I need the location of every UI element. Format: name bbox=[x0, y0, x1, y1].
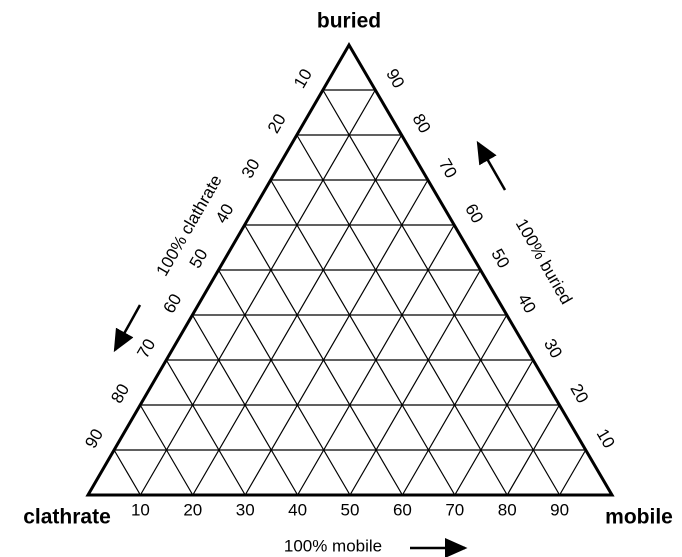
tick-label: 70 bbox=[445, 500, 464, 519]
tick-label: 30 bbox=[236, 500, 255, 519]
grid-line bbox=[401, 314, 508, 496]
axis-title-bottom: 100% mobile bbox=[284, 536, 382, 555]
tick-label: 40 bbox=[288, 500, 307, 519]
grid-line bbox=[506, 404, 560, 496]
tick-label: 10 bbox=[593, 426, 619, 452]
tick-label: 90 bbox=[550, 500, 569, 519]
tick-label: 90 bbox=[81, 426, 107, 452]
tick-label: 70 bbox=[133, 336, 159, 362]
tick-label: 10 bbox=[131, 500, 150, 519]
tick-label: 10 bbox=[290, 66, 316, 92]
vertex-right: mobile bbox=[605, 506, 673, 529]
grid-line bbox=[559, 449, 587, 496]
grid-line bbox=[217, 269, 351, 496]
grid-line bbox=[454, 359, 534, 496]
tick-label: 20 bbox=[566, 381, 592, 407]
grid-line bbox=[297, 224, 455, 496]
grid-line bbox=[192, 134, 403, 496]
tick-label: 60 bbox=[160, 291, 186, 317]
tick-label: 50 bbox=[487, 246, 513, 272]
tick-label: 50 bbox=[341, 500, 360, 519]
tick-label: 60 bbox=[461, 201, 487, 227]
tick-label: 80 bbox=[498, 500, 517, 519]
tick-label: 40 bbox=[212, 201, 238, 227]
tick-label: 20 bbox=[264, 111, 290, 137]
grid-line bbox=[322, 89, 561, 496]
vertex-left: clathrate bbox=[23, 506, 111, 529]
tick-label: 20 bbox=[183, 500, 202, 519]
grid-line bbox=[113, 449, 141, 496]
tick-label: 30 bbox=[238, 156, 264, 182]
tick-label: 80 bbox=[107, 381, 133, 407]
tick-label: 60 bbox=[393, 500, 412, 519]
arrow bbox=[476, 140, 507, 191]
tick-label: 40 bbox=[514, 291, 540, 317]
vertex-top: buried bbox=[317, 10, 381, 33]
grid-line bbox=[139, 89, 376, 496]
axis-title-right: 100% buried bbox=[512, 215, 576, 307]
tick-label: 30 bbox=[540, 336, 566, 362]
grid-line bbox=[270, 179, 456, 496]
grid-line bbox=[165, 359, 246, 496]
tick-label: 70 bbox=[435, 156, 461, 182]
tick-label: 90 bbox=[382, 66, 408, 92]
tick-label: 80 bbox=[409, 111, 435, 137]
arrow bbox=[113, 304, 142, 353]
tick-label: 50 bbox=[186, 246, 212, 272]
grid-line bbox=[244, 179, 429, 496]
grid-line bbox=[349, 269, 482, 496]
